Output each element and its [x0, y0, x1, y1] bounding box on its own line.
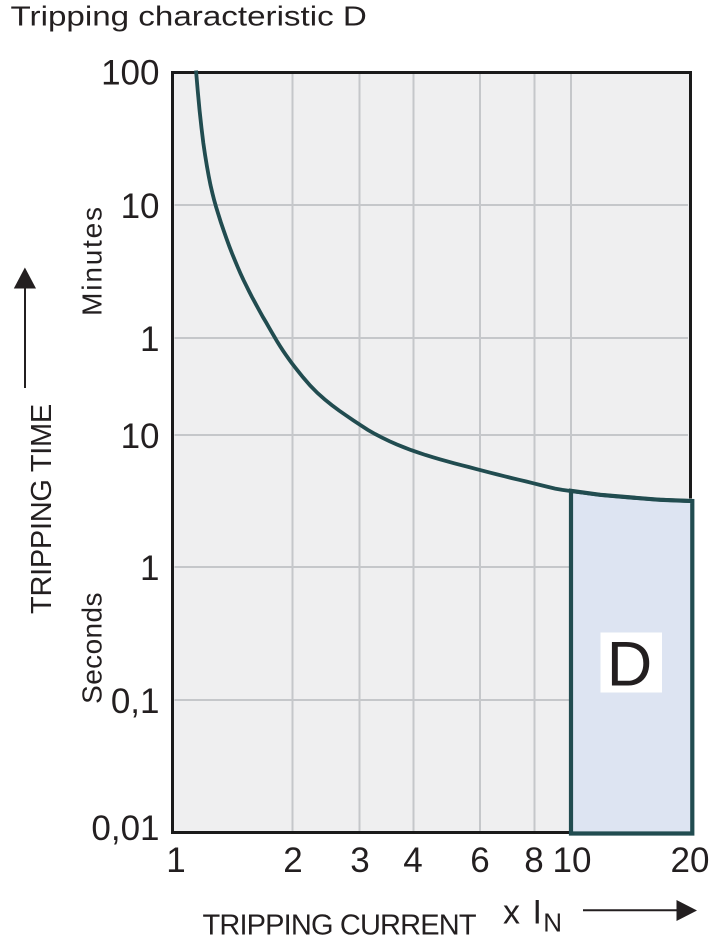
svg-text:0,01: 0,01 — [91, 809, 159, 848]
svg-text:D: D — [607, 629, 653, 699]
svg-text:0,1: 0,1 — [111, 682, 160, 721]
svg-text:2: 2 — [283, 841, 302, 880]
svg-text:4: 4 — [403, 841, 422, 880]
svg-text:TRIPPING TIME: TRIPPING TIME — [26, 404, 58, 614]
svg-text:I: I — [533, 893, 542, 931]
svg-text:TRIPPING CURRENT: TRIPPING CURRENT — [203, 910, 477, 942]
svg-text:Tripping characteristic D: Tripping characteristic D — [11, 0, 367, 32]
svg-text:3: 3 — [350, 841, 369, 880]
svg-text:N: N — [543, 908, 562, 938]
svg-text:8: 8 — [524, 841, 543, 880]
svg-text:Seconds: Seconds — [77, 592, 108, 704]
svg-text:10: 10 — [121, 187, 160, 226]
svg-text:10: 10 — [553, 841, 592, 880]
svg-text:Minutes: Minutes — [77, 205, 108, 316]
svg-text:6: 6 — [470, 841, 489, 880]
svg-text:1: 1 — [140, 549, 159, 588]
svg-text:20: 20 — [671, 841, 710, 880]
svg-text:1: 1 — [166, 841, 185, 880]
svg-text:100: 100 — [101, 54, 159, 93]
svg-text:1: 1 — [140, 320, 159, 359]
svg-text:10: 10 — [121, 417, 160, 456]
svg-text:x: x — [503, 893, 520, 931]
